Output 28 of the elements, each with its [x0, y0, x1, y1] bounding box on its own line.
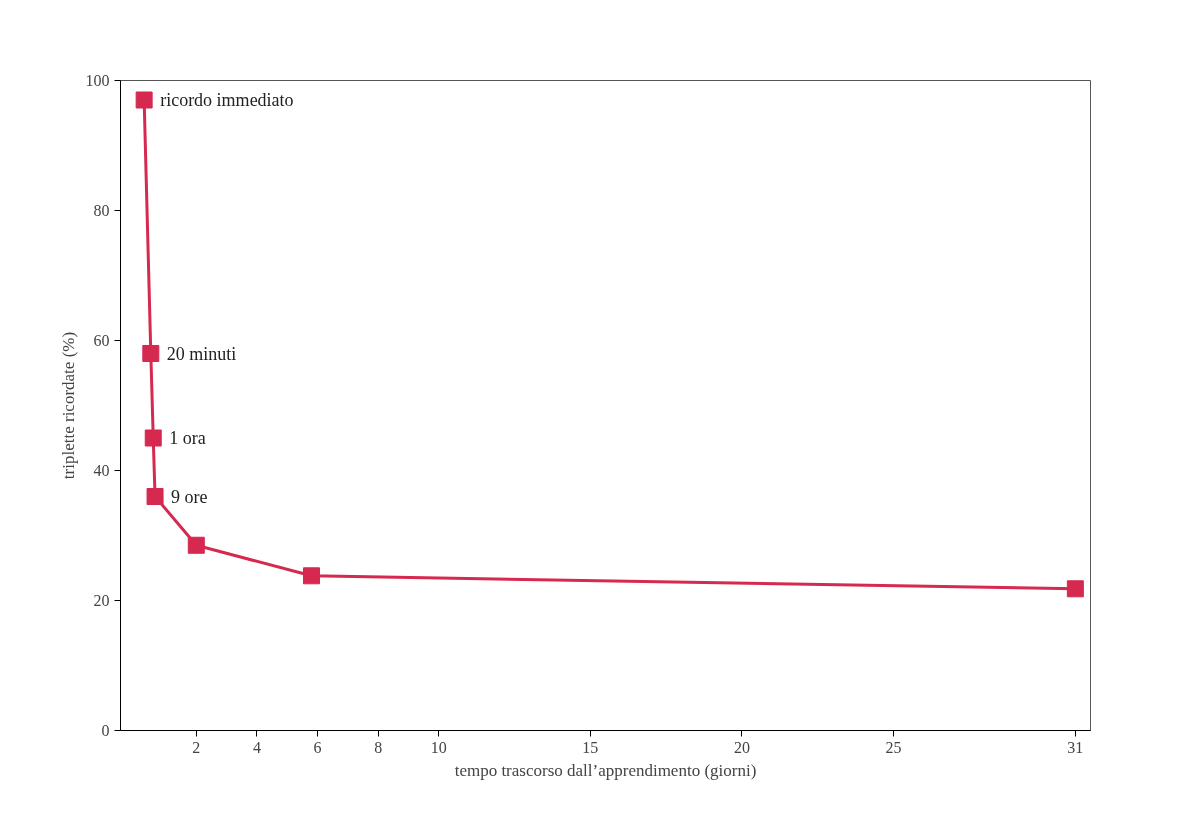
annotation: 20 minuti	[166, 343, 237, 364]
x-tick-label: 15	[582, 738, 599, 756]
y-tick-label: 100	[85, 72, 110, 89]
annotation: 1 ora	[169, 428, 206, 448]
x-tick-label: 8	[374, 738, 383, 756]
x-tick-label: 25	[885, 738, 902, 756]
y-tick-label: 60	[93, 332, 110, 349]
y-tick-label: 0	[101, 722, 110, 739]
point	[146, 488, 164, 505]
point	[187, 536, 205, 554]
point	[135, 91, 153, 109]
x-axis-title: tempo trascorso dall’apprendimento (giorni)	[454, 760, 757, 780]
x-tick-label: 2	[192, 738, 201, 756]
point	[142, 345, 160, 362]
y-tick-label: 40	[93, 462, 110, 479]
point	[302, 567, 320, 585]
annotation: ricordo immediato	[160, 90, 294, 110]
y-tick-label: 80	[93, 202, 110, 219]
point	[144, 429, 162, 447]
x-tick-label: 4	[252, 738, 261, 756]
y-axis-title: triplette ricordate (%)	[58, 331, 78, 480]
x-tick-label: 20	[733, 738, 750, 756]
annotation: 9 ore	[171, 486, 208, 507]
y-tick-label: 20	[93, 592, 110, 609]
x-tick-label: 31	[1067, 738, 1084, 756]
x-tick-label: 10	[430, 738, 447, 756]
x-tick-label: 6	[313, 738, 322, 756]
point	[1066, 580, 1084, 598]
